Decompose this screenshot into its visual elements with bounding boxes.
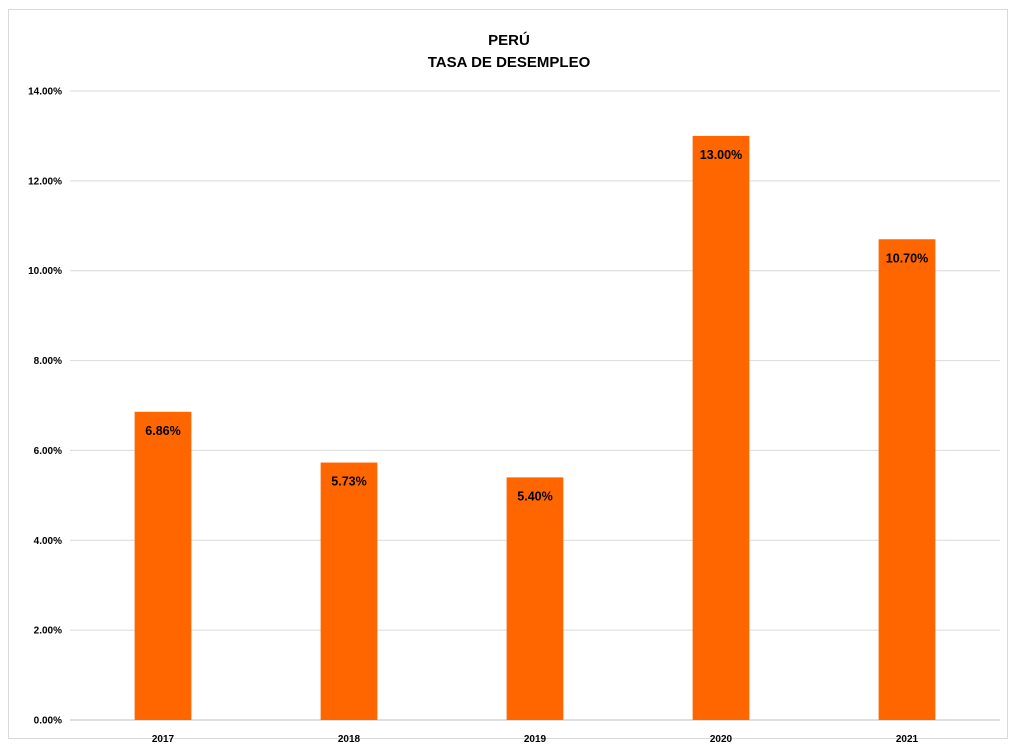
y-tick-label: 14.00% [28, 87, 62, 98]
gridlines [70, 90, 1000, 631]
chart-title-block: PERÚ TASA DE DESEMPLEO [0, 30, 1018, 74]
bar [134, 411, 192, 720]
labels: 0.00% 2.00% 4.00% 6.00% 8.00% 10.00% 12.00% 14.… [28, 87, 928, 746]
y-tick-label: 12.00% [28, 176, 62, 187]
x-tick-label: 2017 [152, 734, 175, 745]
y-tick-label: 10.00% [28, 266, 62, 277]
y-tick-label: 4.00% [34, 536, 62, 547]
bar [320, 462, 378, 720]
bars [134, 135, 936, 720]
data-label: 6.86% [145, 424, 180, 438]
y-tick-label: 8.00% [34, 356, 62, 367]
x-tick-label: 2020 [710, 734, 733, 745]
data-label: 10.70% [886, 251, 928, 265]
bar [878, 239, 936, 720]
x-tick-label: 2018 [338, 734, 361, 745]
y-tick-label: 6.00% [34, 446, 62, 457]
bar [692, 135, 750, 720]
chart-title: PERÚ [488, 32, 530, 49]
data-label: 5.40% [517, 489, 552, 503]
data-label: 13.00% [700, 148, 742, 162]
x-tick-label: 2021 [896, 734, 919, 745]
bar [506, 477, 564, 720]
chart-subtitle: TASA DE DESEMPLEO [427, 54, 591, 71]
x-tick-label: 2019 [524, 734, 547, 745]
y-tick-label: 0.00% [34, 716, 62, 727]
data-label: 5.73% [331, 475, 366, 489]
y-tick-label: 2.00% [34, 626, 62, 637]
